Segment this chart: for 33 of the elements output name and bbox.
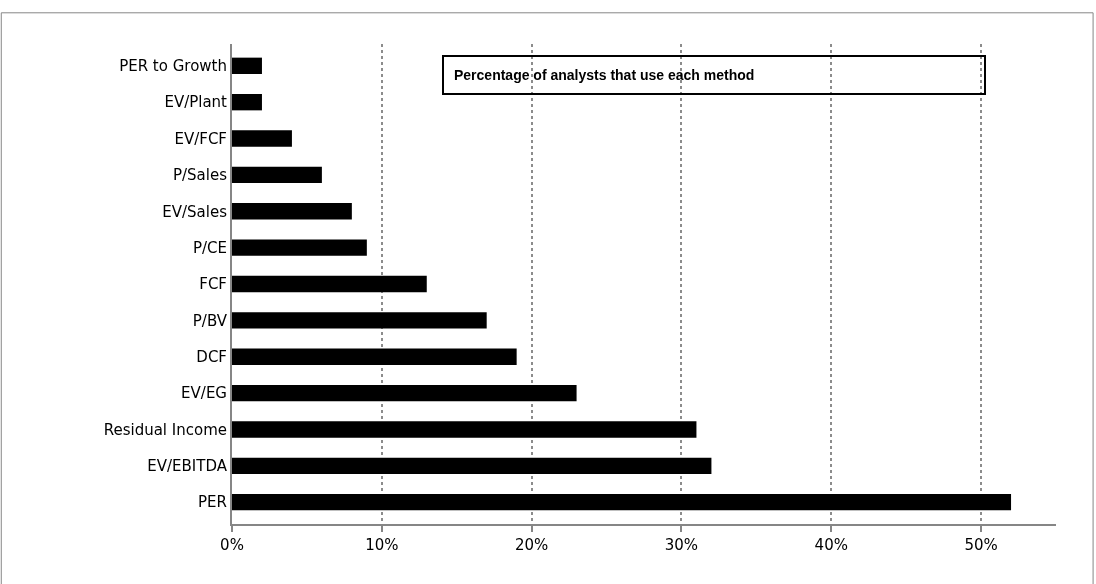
y-tick-label: EV/EBITDA [147,457,228,476]
x-tick-label: 0% [220,536,244,554]
bar [232,94,262,111]
bar [232,57,262,74]
bar [232,494,1012,511]
y-tick-label: EV/Plant [164,93,228,112]
bar [232,239,367,256]
y-tick-label: P/BV [192,311,228,330]
bar [232,275,427,293]
y-tick-label: FCF [199,275,227,294]
x-tick-label: 10% [365,536,399,554]
bar [232,348,517,365]
text: Percentage of analysts that use each method [454,67,755,83]
y-tick-label: PER to Growth [119,57,227,76]
bar [232,384,577,402]
y-tick-label: Residual Income [103,420,227,439]
bar [232,457,712,474]
y-tick-label: EV/EG [181,384,227,403]
bar [232,312,487,329]
bar [232,203,352,220]
bar [232,166,322,184]
x-tick-label: 40% [814,536,848,554]
bar [232,130,292,147]
y-tick-label: P/Sales [172,166,228,185]
x-tick-label: 50% [964,536,998,554]
x-tick-label: 30% [664,536,699,554]
y-tick-label: EV/FCF [174,129,227,148]
bar [232,421,697,438]
y-tick-label: PER [198,493,227,512]
y-tick-label: P/CE [192,238,227,257]
x-tick-label: 20% [514,536,549,554]
y-tick-label: DCF [196,347,227,366]
y-tick-label: EV/Sales [162,202,228,221]
